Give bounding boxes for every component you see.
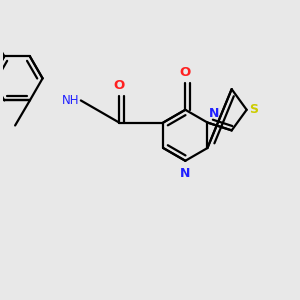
Text: O: O [113, 79, 125, 92]
Text: N: N [209, 106, 219, 120]
Text: N: N [180, 167, 190, 180]
Text: O: O [180, 66, 191, 79]
Text: S: S [250, 103, 259, 116]
Text: NH: NH [62, 94, 80, 107]
